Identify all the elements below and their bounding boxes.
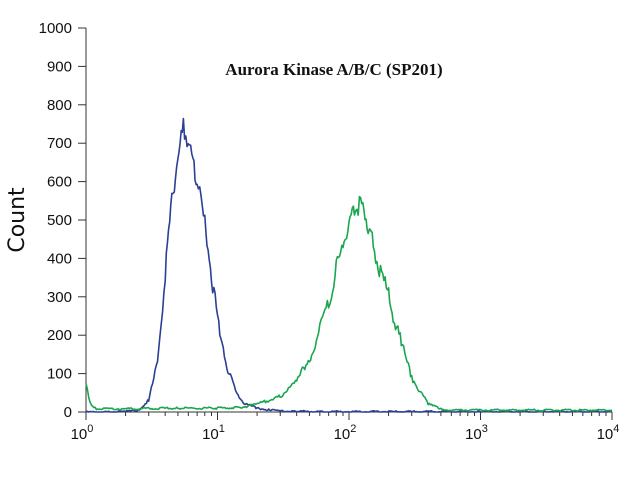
x-tick-label: 104	[597, 423, 620, 443]
x-tick-label: 102	[334, 423, 357, 443]
y-tick-label: 300	[47, 289, 72, 306]
y-tick-label: 900	[47, 58, 72, 75]
x-axis-ticks: 100 101 102 103 104	[71, 412, 620, 443]
y-tick-label: 100	[47, 366, 72, 383]
series-layer	[85, 117, 613, 413]
series-line-1	[85, 117, 613, 413]
chart-title: Aurora Kinase A/B/C (SP201)	[225, 60, 442, 79]
y-tick-label: 1000	[39, 20, 72, 37]
x-tick-label: 101	[202, 423, 225, 443]
y-tick-label: 600	[47, 174, 72, 191]
y-tick-label: 500	[47, 212, 72, 229]
y-axis-ticks: 0 100 200 300 400 500 600 700 800 900 1000	[39, 20, 86, 421]
x-tick-label: 103	[465, 423, 488, 443]
y-axis-label: Count	[5, 187, 30, 253]
y-tick-label: 800	[47, 97, 72, 114]
y-tick-label: 0	[64, 404, 72, 421]
x-tick-label: 100	[71, 423, 94, 443]
y-tick-label: 700	[47, 135, 72, 152]
y-tick-label: 200	[47, 327, 72, 344]
y-tick-label: 400	[47, 250, 72, 267]
series-line-2	[85, 195, 613, 412]
